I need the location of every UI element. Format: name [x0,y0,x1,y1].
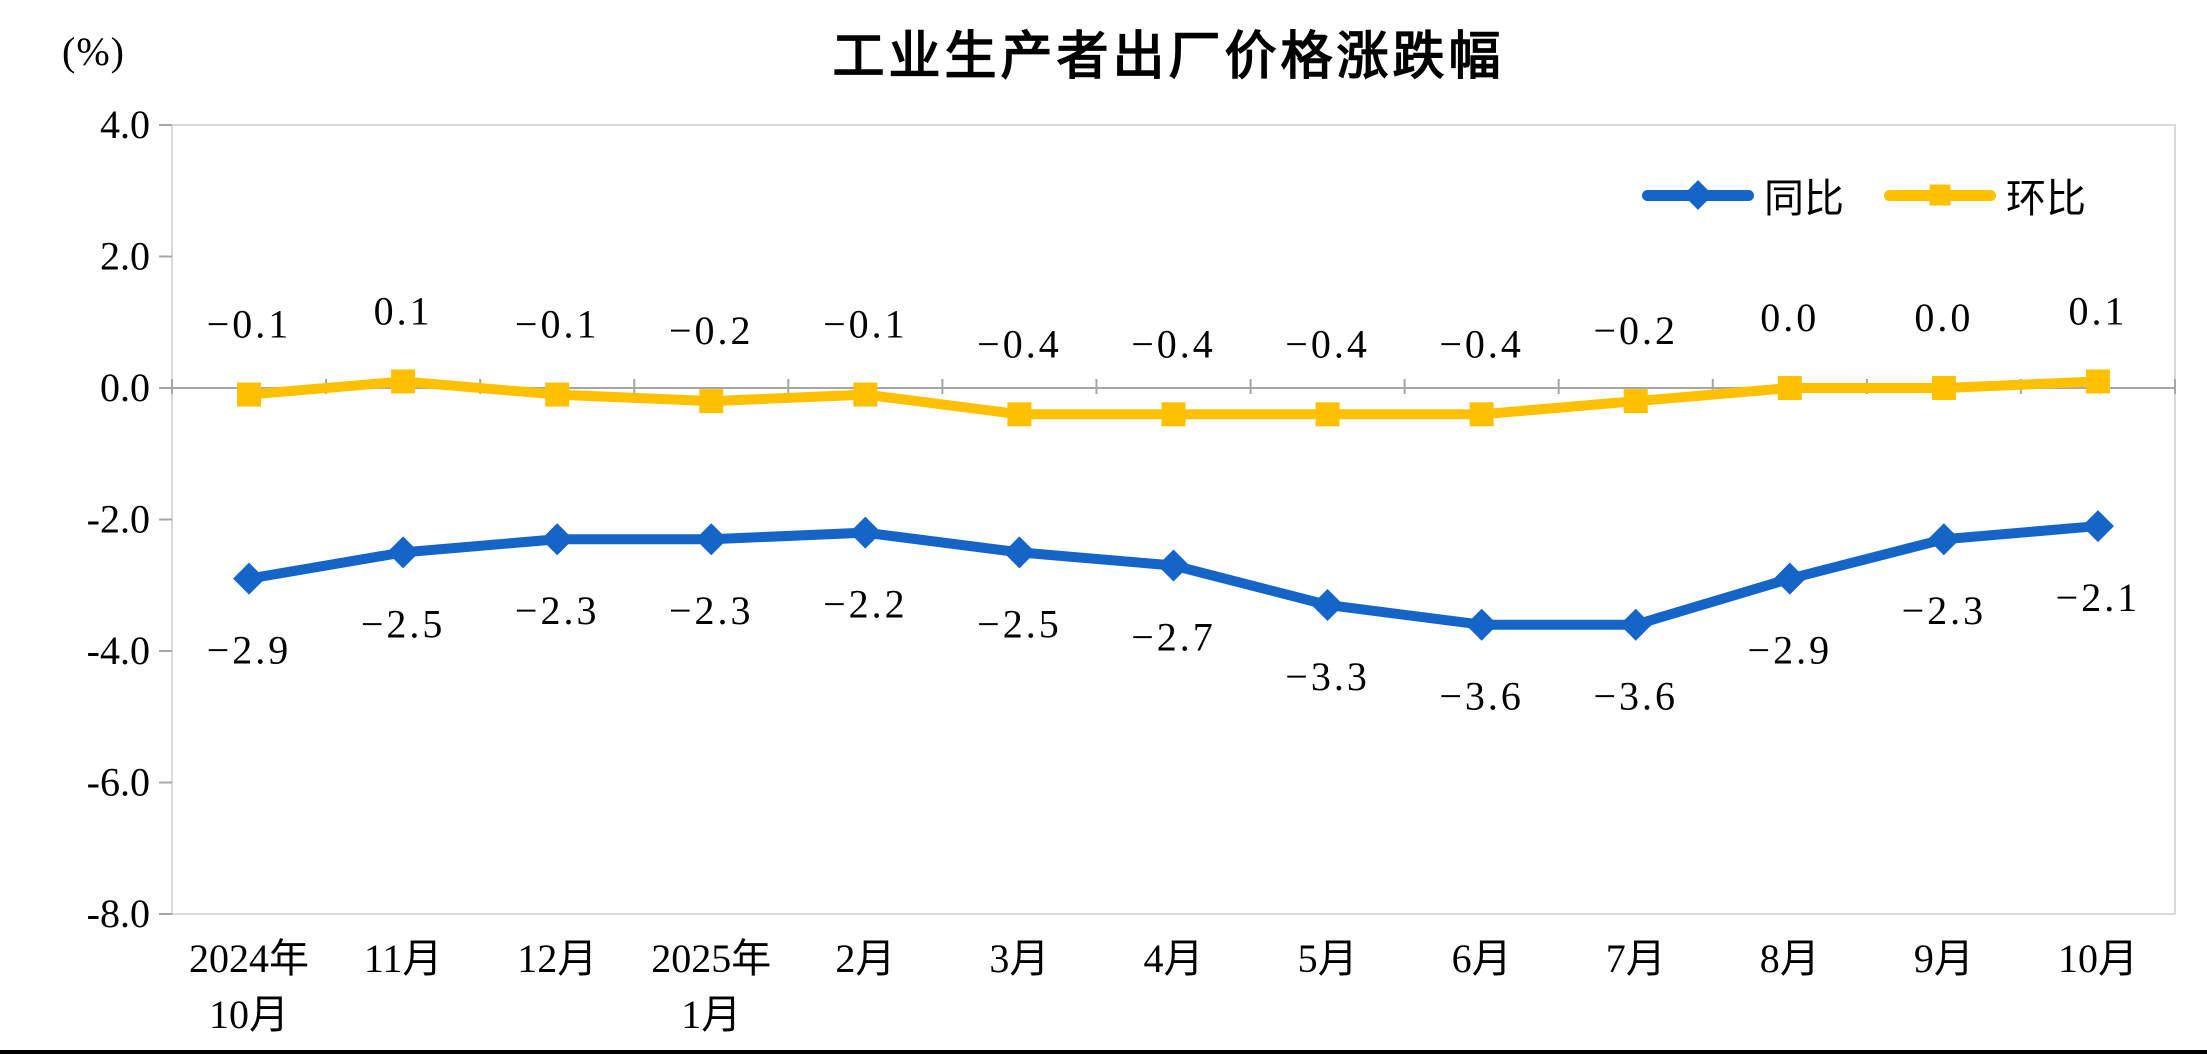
bottom-edge-bar [0,1050,2207,1054]
marker-yoy [1465,608,1498,641]
marker-mom [391,369,416,394]
y-axis-tick-label: 4.0 [100,102,150,147]
legend: 同比 环比 [1642,166,2086,224]
legend-label-mom: 环比 [2006,176,2086,221]
data-label-yoy: −3.3 [1285,654,1370,699]
y-axis-unit-label: (%) [62,29,125,74]
marker-mom [699,389,724,414]
data-label-mom: −0.1 [515,302,600,347]
x-axis-category-label: 3月 [989,936,1049,981]
x-axis-category-label: 6月 [1452,936,1512,981]
marker-yoy [1773,562,1806,595]
x-axis-category-label: 8月 [1760,936,1820,981]
marker-mom [853,382,878,407]
marker-yoy [1927,523,1960,556]
x-axis-category-label: 4月 [1144,936,1204,981]
marker-mom [1007,402,1032,427]
data-label-mom: −0.1 [823,302,908,347]
data-label-yoy: −2.5 [361,601,446,646]
marker-mom [1315,402,1340,427]
data-label-mom: 0.1 [2068,288,2127,333]
data-label-yoy: −2.9 [1748,628,1833,673]
legend-label-yoy: 同比 [1764,176,1844,221]
data-label-yoy: −3.6 [1593,674,1678,719]
plot-border [171,124,2176,915]
y-axis: 4.0 2.0 0.0 -2.0 -4.0 -6.0 -8.0 [87,102,172,936]
data-label-mom: 0.0 [1914,295,1973,340]
x-axis-category-label: 10月 [2058,936,2138,981]
series-mom: −0.1 0.1 −0.1 −0.2 −0.1 −0.4 −0.4 −0.4 −0.4 −0.2 0… [207,288,2127,427]
legend-item-mom: 环比 [1884,166,2086,224]
marker-mom [1623,389,1648,414]
marker-mom [1161,402,1186,427]
data-label-yoy: −2.5 [977,601,1062,646]
data-label-mom: −0.1 [207,302,292,347]
y-axis-tick-label: -6.0 [87,760,150,805]
x-axis-category-label: 1月 [681,992,741,1037]
data-label-yoy: −2.3 [515,588,600,633]
x-axis-category-label: 2月 [835,936,895,981]
series-yoy: −2.9 −2.5 −2.3 −2.3 −2.2 −2.5 −2.7 −3.3 −3.6 −3.6… [207,510,2141,719]
data-label-yoy: −2.2 [823,582,908,627]
x-axis-category-label: 7月 [1606,936,1666,981]
yoy-line-marker-icon [1642,180,1754,210]
x-axis-category-label: 10月 [209,992,289,1037]
data-label-mom: 0.1 [374,288,433,333]
x-axis: 2024年 10月 11月 12月 2025年 1月 2月 3月 4月 5月 6月 7月 8月 9月 10月 [171,379,2176,1037]
marker-yoy [849,516,882,549]
data-label-mom: −0.4 [1439,321,1524,366]
y-axis-tick-label: -8.0 [87,891,150,936]
chart-title: 工业生产者出厂价格涨跌幅 [832,28,1505,86]
data-label-yoy: −2.1 [2056,575,2141,620]
marker-yoy [387,536,420,569]
marker-mom [1931,376,1956,400]
legend-item-yoy: 同比 [1642,166,1844,224]
x-axis-category-label: 11月 [364,936,443,981]
y-axis-tick-label: -4.0 [87,628,150,673]
marker-yoy [2081,510,2114,543]
marker-mom [2085,369,2110,394]
marker-yoy [541,523,574,556]
y-axis-tick-label: 2.0 [100,234,150,279]
x-axis-category-label: 12月 [517,936,597,981]
data-label-mom: −0.4 [977,321,1062,366]
x-axis-category-label: 9月 [1914,936,1974,981]
y-axis-tick-label: 0.0 [100,365,150,410]
mom-line-marker-icon [1884,184,1996,206]
data-label-mom: −0.2 [669,308,754,353]
marker-yoy [1157,549,1190,582]
marker-mom [1469,402,1494,427]
marker-mom [237,382,262,407]
data-label-mom: −0.4 [1285,321,1370,366]
y-axis-tick-label: -2.0 [87,497,150,542]
marker-yoy [233,562,266,595]
data-label-yoy: −3.6 [1439,674,1524,719]
data-label-mom: −0.4 [1131,321,1216,366]
marker-mom [545,382,570,407]
x-axis-category-label: 5月 [1298,936,1358,981]
x-axis-category-label: 2025年 [651,936,771,981]
data-label-yoy: −2.9 [207,628,292,673]
data-label-mom: 0.0 [1760,295,1819,340]
marker-yoy [1311,588,1344,621]
data-label-yoy: −2.3 [1902,588,1987,633]
marker-yoy [695,523,728,556]
data-label-yoy: −2.3 [669,588,754,633]
x-axis-category-label: 2024年 [189,936,309,981]
data-label-yoy: −2.7 [1131,615,1216,660]
marker-yoy [1003,536,1036,569]
marker-yoy [1619,608,1652,641]
data-label-mom: −0.2 [1593,308,1678,353]
marker-mom [1777,376,1802,400]
